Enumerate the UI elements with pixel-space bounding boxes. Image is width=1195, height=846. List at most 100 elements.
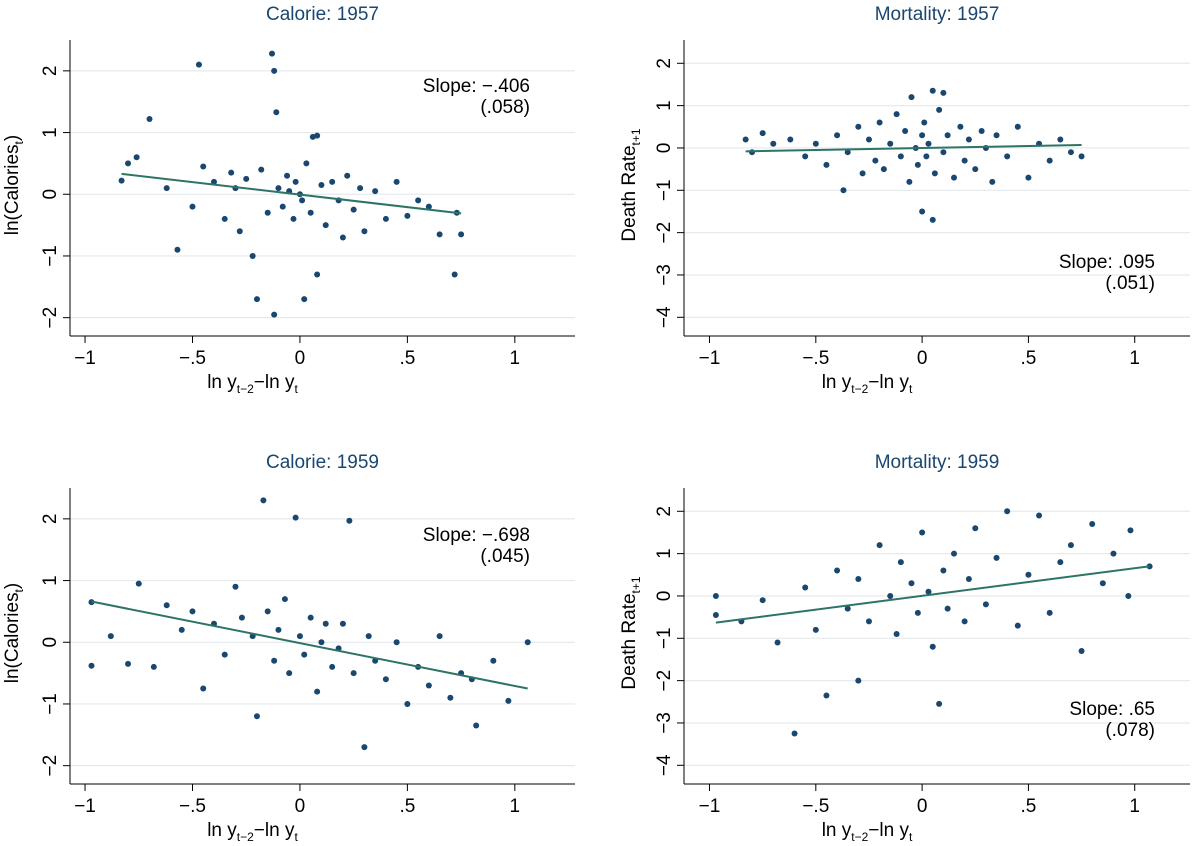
slope-annotation: (.051) (1105, 273, 1155, 294)
x-tick-label: −1 (74, 796, 96, 817)
point (742, 136, 749, 143)
point (221, 651, 228, 658)
point (301, 651, 308, 658)
slope-annotation: Slope: −.406 (423, 76, 530, 97)
point (951, 174, 958, 181)
point (365, 633, 372, 640)
x-tick-label: −.5 (802, 348, 829, 369)
y-tick-label: −1 (40, 693, 61, 715)
point (876, 542, 883, 549)
point (425, 203, 432, 210)
point (292, 178, 299, 185)
point (314, 688, 321, 695)
y-tick-label: −2 (40, 307, 61, 329)
point (133, 154, 140, 161)
point (447, 694, 454, 701)
point (249, 252, 256, 259)
point (125, 160, 132, 167)
point (350, 670, 357, 677)
y-axis-title: ln(Caloriest) (2, 583, 26, 683)
point (893, 631, 900, 638)
label-subscript: t (909, 382, 913, 396)
point (314, 132, 321, 139)
point (993, 554, 1000, 561)
point (393, 178, 400, 185)
label-part: ) (2, 583, 23, 589)
point (189, 608, 196, 615)
x-tick-label: 0 (917, 796, 928, 817)
y-tick-label: −2 (654, 222, 675, 244)
point (253, 296, 260, 303)
point (929, 87, 936, 94)
point (855, 576, 862, 583)
x-tick-label: 0 (917, 348, 928, 369)
y-tick-label: −1 (40, 245, 61, 267)
y-tick-label: 0 (654, 591, 675, 602)
point (925, 140, 932, 147)
point (415, 197, 422, 204)
point (936, 106, 943, 113)
point (887, 592, 894, 599)
point (436, 633, 443, 640)
panel-title: Mortality: 1959 (875, 452, 1000, 473)
point (944, 132, 951, 139)
fit-line (715, 565, 1150, 624)
point (965, 136, 972, 143)
point (802, 584, 809, 591)
point (914, 161, 921, 168)
panel: −2 −1 0 1 2 −1 −.5 0 .5 1 Calorie: 1957 ln yt−2−ln … (2, 4, 575, 396)
point (972, 166, 979, 173)
point (919, 132, 926, 139)
point (174, 246, 181, 253)
point (1004, 508, 1011, 515)
slope-annotation: Slope: .095 (1059, 252, 1155, 273)
slope-annotation: Slope: −.698 (423, 525, 530, 546)
point (243, 175, 250, 182)
x-tick-label: .5 (399, 796, 415, 817)
point (286, 670, 293, 677)
point (951, 550, 958, 557)
point (238, 614, 245, 621)
point (919, 529, 926, 536)
point (303, 160, 310, 167)
y-tick-label: −3 (654, 712, 675, 734)
point (221, 215, 228, 222)
point (1057, 559, 1064, 566)
point (1089, 520, 1096, 527)
point (318, 182, 325, 188)
x-tick-label: 1 (510, 796, 521, 817)
point (1127, 527, 1134, 534)
point (425, 682, 432, 689)
point (919, 208, 926, 215)
fit-line (91, 600, 528, 690)
point (146, 115, 153, 122)
point (1046, 157, 1053, 164)
point (914, 609, 921, 616)
y-axis-title: Death Ratet+1 (619, 576, 643, 689)
point (307, 614, 314, 621)
point (258, 166, 265, 173)
label-subscript: t (12, 588, 26, 592)
y-tick-label: 2 (40, 66, 61, 77)
point (290, 215, 297, 222)
point (163, 185, 170, 192)
point (908, 580, 915, 587)
y-tick-label: 1 (40, 127, 61, 138)
point (944, 605, 951, 612)
point (880, 166, 887, 173)
point (1067, 149, 1074, 156)
point (296, 633, 303, 640)
point (1125, 592, 1132, 599)
point (897, 559, 904, 566)
point (791, 730, 798, 737)
point (404, 700, 411, 707)
y-tick-label: −3 (654, 264, 675, 286)
label-subscript: t−2 (237, 382, 254, 396)
point (301, 296, 308, 303)
point (1025, 174, 1032, 181)
point (906, 178, 913, 185)
point (978, 128, 985, 135)
point (178, 626, 185, 633)
y-tick-label: −1 (654, 627, 675, 649)
